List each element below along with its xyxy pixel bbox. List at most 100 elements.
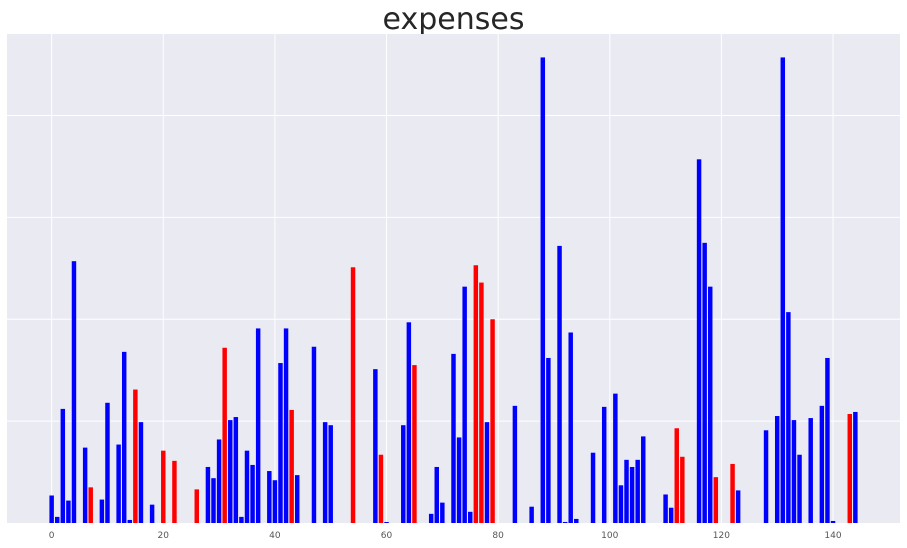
bar	[428, 513, 434, 523]
bar	[244, 450, 250, 523]
bar	[66, 500, 71, 523]
bar	[774, 416, 780, 523]
bar	[853, 411, 858, 523]
bar	[88, 487, 93, 523]
bar	[529, 506, 534, 523]
bar	[674, 428, 679, 523]
bar	[791, 420, 797, 523]
x-tick-label: 40	[269, 531, 281, 541]
chart-title: expenses	[382, 2, 525, 37]
bar	[680, 456, 685, 523]
bar	[172, 460, 177, 523]
bar	[735, 490, 741, 523]
bar	[797, 454, 802, 523]
bar	[574, 518, 579, 523]
bar	[401, 425, 406, 523]
bar	[60, 408, 66, 523]
bar	[71, 261, 77, 523]
bar	[635, 459, 640, 523]
bar	[49, 495, 54, 523]
bar	[194, 489, 199, 523]
bar	[618, 485, 624, 523]
bar	[546, 357, 551, 523]
bar	[278, 363, 283, 523]
bar	[473, 265, 479, 523]
bar	[384, 521, 389, 523]
bar	[847, 413, 853, 523]
bar	[808, 418, 813, 523]
bar	[624, 459, 629, 523]
bar	[479, 282, 484, 523]
bar	[328, 425, 333, 523]
bar	[116, 444, 121, 523]
bar	[250, 464, 255, 523]
bar	[613, 393, 618, 523]
bar	[289, 409, 294, 523]
bar	[825, 357, 830, 523]
bar	[434, 466, 439, 523]
x-tick-label: 140	[824, 531, 841, 541]
bar	[216, 439, 222, 523]
x-tick-label: 0	[49, 531, 55, 541]
bar	[205, 466, 211, 523]
bar	[272, 480, 278, 523]
bar	[484, 422, 490, 523]
bar	[222, 347, 227, 523]
x-tick-label: 80	[492, 531, 504, 541]
bar	[440, 502, 445, 523]
bar	[149, 504, 155, 523]
bar	[105, 402, 110, 523]
bar	[211, 478, 216, 523]
x-tick-label: 20	[158, 531, 170, 541]
bar	[121, 351, 127, 523]
bar	[786, 312, 791, 523]
bar	[294, 475, 300, 523]
bar	[780, 57, 786, 524]
bar	[819, 405, 825, 523]
bar	[161, 450, 166, 523]
bar	[708, 286, 713, 523]
bar	[562, 521, 568, 523]
bar	[663, 494, 668, 523]
bar	[557, 245, 562, 523]
bar	[373, 369, 378, 523]
bar	[127, 519, 133, 523]
bar	[830, 520, 836, 523]
bar	[412, 365, 417, 523]
bar	[283, 328, 289, 523]
bar	[239, 516, 244, 523]
bar	[702, 242, 707, 523]
x-tick-label: 120	[713, 531, 730, 541]
bar	[641, 436, 646, 523]
bar	[54, 516, 60, 523]
bar	[228, 420, 233, 523]
bar	[311, 346, 317, 523]
bar	[668, 507, 674, 523]
bar	[322, 422, 328, 523]
bar	[730, 463, 735, 523]
bar	[512, 405, 518, 523]
bar	[255, 328, 261, 523]
bar	[451, 353, 456, 523]
bar	[540, 57, 546, 524]
bar	[133, 389, 138, 523]
bar	[763, 430, 769, 523]
bar	[696, 159, 702, 523]
bar	[468, 511, 473, 523]
bar	[350, 267, 356, 523]
bar	[378, 454, 384, 523]
bar	[601, 406, 607, 523]
bar	[568, 332, 573, 523]
bar	[138, 422, 144, 523]
bar	[462, 286, 467, 523]
x-tick-label: 100	[601, 531, 618, 541]
bar	[713, 477, 719, 523]
bar	[233, 417, 239, 523]
bar	[629, 466, 635, 523]
bar	[590, 452, 596, 523]
bar	[82, 447, 88, 523]
bar	[267, 471, 272, 523]
bar	[490, 319, 495, 523]
x-tick-label: 60	[381, 531, 393, 541]
bar	[456, 437, 462, 523]
